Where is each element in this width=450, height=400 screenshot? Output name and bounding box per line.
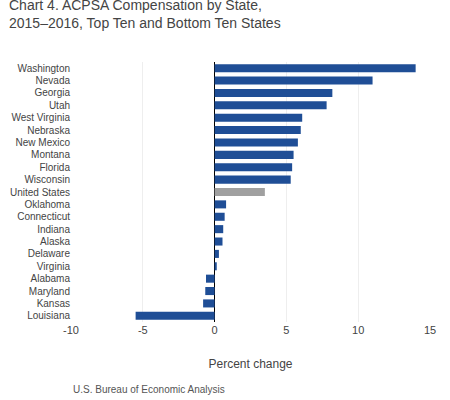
svg-text:Chart 4. ACPSA Compensation by: Chart 4. ACPSA Compensation by State,201… <box>9 0 281 31</box>
svg-text:New Mexico: New Mexico <box>16 137 71 148</box>
svg-text:Indiana: Indiana <box>37 224 70 235</box>
svg-text:Utah: Utah <box>49 100 70 111</box>
svg-text:West Virginia: West Virginia <box>11 112 70 123</box>
svg-text:Connecticut: Connecticut <box>17 211 70 222</box>
svg-text:Alabama: Alabama <box>31 273 71 284</box>
svg-text:Kansas: Kansas <box>37 298 70 309</box>
svg-text:Delaware: Delaware <box>28 248 71 259</box>
svg-text:Maryland: Maryland <box>29 286 70 297</box>
svg-text:-5: -5 <box>138 324 148 336</box>
svg-text:Alaska: Alaska <box>40 236 70 247</box>
svg-text:Washington: Washington <box>18 63 70 74</box>
svg-text:Montana: Montana <box>31 149 70 160</box>
svg-text:Georgia: Georgia <box>34 87 70 98</box>
svg-text:5: 5 <box>283 324 289 336</box>
svg-text:10: 10 <box>352 324 364 336</box>
svg-text:Oklahoma: Oklahoma <box>24 199 70 210</box>
svg-text:Virginia: Virginia <box>37 261 71 272</box>
svg-text:Percent change: Percent change <box>208 357 292 371</box>
svg-text:-10: -10 <box>63 324 79 336</box>
svg-text:15: 15 <box>424 324 436 336</box>
svg-text:Florida: Florida <box>39 162 70 173</box>
svg-text:0: 0 <box>212 324 218 336</box>
svg-text:Nevada: Nevada <box>36 75 71 86</box>
svg-text:Wisconsin: Wisconsin <box>24 174 70 185</box>
svg-text:U.S. Bureau of Economic Analys: U.S. Bureau of Economic Analysis <box>73 384 225 395</box>
svg-text:United States: United States <box>10 187 70 198</box>
svg-text:Louisiana: Louisiana <box>27 310 70 321</box>
svg-text:Nebraska: Nebraska <box>27 125 70 136</box>
